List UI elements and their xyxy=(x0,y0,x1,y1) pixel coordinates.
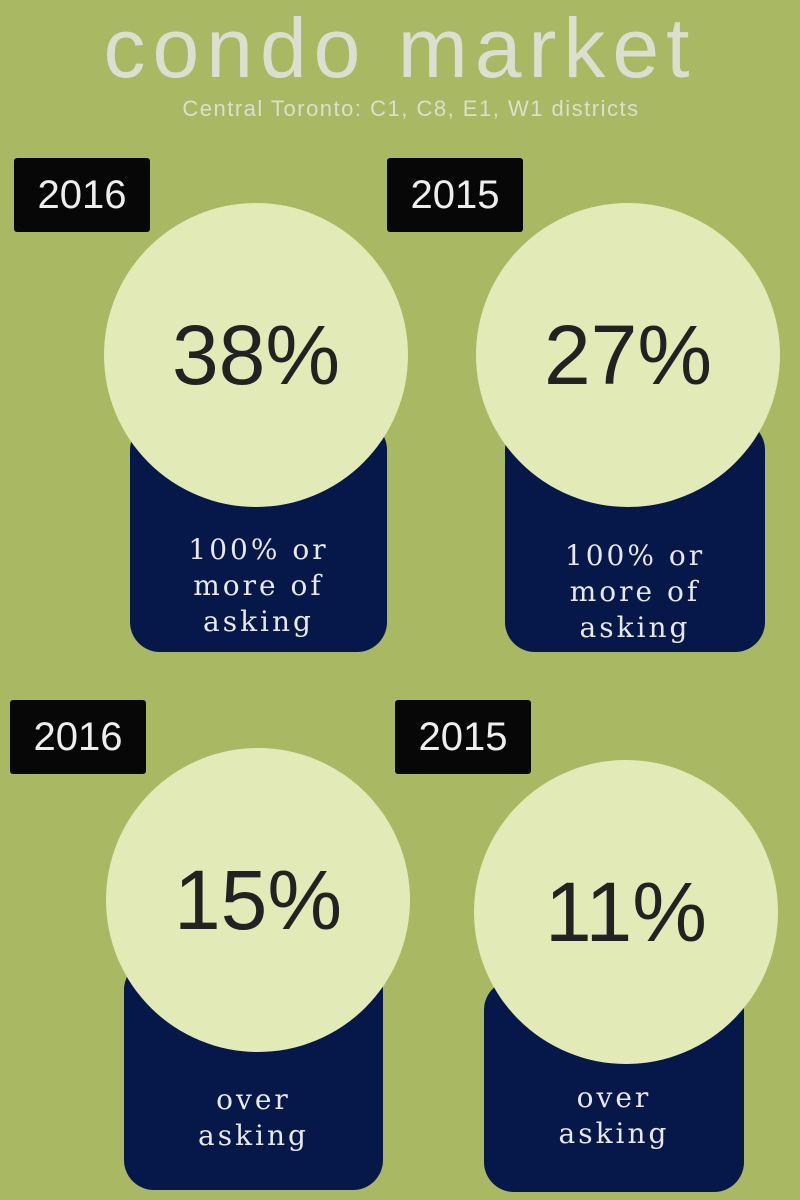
value-circle: 11% xyxy=(474,760,778,1064)
value-circle: 15% xyxy=(106,748,410,1052)
label-line: asking xyxy=(579,611,691,644)
value-circle: 38% xyxy=(104,203,408,507)
stat-label: over asking xyxy=(124,1082,384,1154)
label-line: over xyxy=(576,1081,652,1114)
label-line: 100% or xyxy=(188,533,329,566)
label-line: more of xyxy=(569,575,701,608)
label-line: over xyxy=(216,1083,291,1116)
value-circle: 27% xyxy=(476,203,780,507)
stat-label: 100% or more of asking xyxy=(505,538,765,646)
stat-label: 100% or more of asking xyxy=(129,532,389,640)
label-line: more of xyxy=(193,569,324,602)
label-line: asking xyxy=(198,1119,309,1152)
year-badge: 2015 xyxy=(387,158,523,232)
label-line: 100% or xyxy=(564,539,706,572)
label-line: asking xyxy=(203,605,314,638)
stat-label: over asking xyxy=(484,1080,744,1152)
label-line: asking xyxy=(558,1117,670,1150)
subtitle: Central Toronto: C1, C8, E1, W1 district… xyxy=(182,96,640,121)
year-badge: 2016 xyxy=(10,700,146,774)
year-badge: 2015 xyxy=(395,700,531,774)
year-badge: 2016 xyxy=(14,158,150,232)
title: condo market xyxy=(103,1,697,95)
